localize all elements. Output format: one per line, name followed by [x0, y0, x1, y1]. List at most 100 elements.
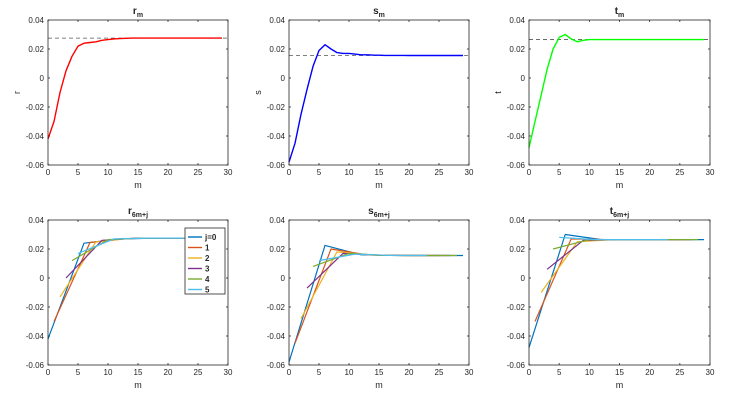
y-axis-label: s [253, 90, 263, 95]
chart-title-subscript: m [618, 12, 624, 19]
x-axis-label: m [375, 180, 383, 190]
x-tick-label: 0 [287, 368, 292, 377]
x-tick-label: 5 [76, 368, 81, 377]
chart-title: s6m+j [368, 206, 390, 219]
x-tick-label: 0 [527, 368, 532, 377]
series-line-5 [559, 236, 668, 241]
y-tick-label: 0 [281, 74, 286, 83]
x-tick-label: 30 [465, 368, 474, 377]
x-tick-label: 5 [76, 168, 81, 177]
chart-title-subscript: 6m+j [613, 212, 629, 219]
x-axis-label: m [134, 380, 142, 390]
y-tick-label: -0.06 [26, 161, 45, 170]
x-tick-label: 30 [224, 168, 233, 177]
chart-title: t6m+j [610, 206, 630, 219]
y-tick-label: -0.06 [267, 161, 286, 170]
x-tick-label: 10 [345, 368, 354, 377]
y-tick-label: 0.04 [28, 216, 44, 225]
y-tick-label: -0.06 [267, 361, 286, 370]
x-tick-label: 5 [317, 368, 322, 377]
y-tick-label: -0.02 [267, 303, 286, 312]
x-axis-label: m [616, 380, 624, 390]
chart-title-main: t [610, 206, 614, 217]
y-tick-label: -0.04 [26, 332, 45, 341]
legend-entry: 1 [205, 244, 210, 253]
chart-t6: 0 5 10 15 20 25 30 -0.06 -0.04 -0.02 0 0.02 0.04 t6m+… [507, 206, 715, 390]
y-tick-label: 0 [281, 274, 286, 283]
x-tick-label: 10 [585, 368, 594, 377]
x-tick-label: 0 [46, 368, 51, 377]
x-tick-label: 10 [104, 168, 113, 177]
x-tick-label: 30 [706, 168, 715, 177]
y-tick-label: -0.06 [507, 161, 526, 170]
y-axis-label: r [12, 91, 22, 94]
chart-r6: 0 5 10 15 20 25 30-0.06-0.04-0.0200.020.04r6m+… [26, 206, 233, 390]
x-tick-label: 0 [46, 168, 51, 177]
y-tick-label: 0.02 [28, 245, 44, 254]
y-axis-label: t [493, 91, 503, 94]
x-tick-label: 20 [405, 168, 414, 177]
legend-entry: 4 [205, 275, 210, 284]
x-tick-label: 25 [194, 368, 203, 377]
chart-title-main: t [615, 6, 619, 17]
legend-entry: 2 [205, 254, 210, 263]
y-tick-label: -0.04 [507, 132, 526, 141]
y-tick-label: 0.04 [28, 16, 44, 25]
x-tick-label: 10 [585, 168, 594, 177]
legend-box [184, 227, 226, 295]
x-tick-label: 25 [435, 168, 444, 177]
y-tick-label: -0.06 [507, 361, 526, 370]
y-tick-label: -0.02 [507, 303, 526, 312]
series-line-sm [288, 44, 463, 163]
plot-area [289, 220, 469, 365]
x-tick-label: 30 [465, 168, 474, 177]
plot-frame [47, 219, 229, 366]
x-tick-label: 20 [645, 168, 654, 177]
x-tick-label: 15 [615, 368, 624, 377]
chart-title-main: r [128, 206, 132, 217]
x-tick-label: 5 [557, 168, 562, 177]
plot-frame [288, 19, 470, 166]
x-tick-label: 15 [134, 168, 143, 177]
y-tick-label: -0.02 [26, 103, 45, 112]
series-line-5 [318, 253, 428, 262]
y-tick-label: 0.04 [269, 16, 285, 25]
y-tick-label: -0.04 [26, 132, 45, 141]
y-tick-label: -0.04 [267, 132, 286, 141]
x-tick-label: 20 [405, 368, 414, 377]
y-tick-label: 0.02 [509, 45, 525, 54]
plot-frame [288, 219, 470, 366]
chart-title-subscript: 6m+j [132, 212, 148, 219]
plot-area [48, 20, 228, 165]
legend-entry: j=0 [204, 233, 217, 242]
series-line-tm [528, 33, 704, 148]
x-tick-label: 20 [164, 368, 173, 377]
plot-frame [47, 19, 229, 166]
x-tick-label: 15 [375, 168, 384, 177]
chart-title-subscript: m [379, 12, 385, 19]
y-tick-label: -0.02 [26, 303, 45, 312]
chart-title-main: r [133, 6, 137, 17]
x-tick-label: 15 [375, 368, 384, 377]
y-tick-label: -0.04 [267, 332, 286, 341]
y-tick-label: 0 [40, 74, 45, 83]
x-axis-label: m [375, 380, 383, 390]
y-tick-label: 0.04 [509, 16, 525, 25]
chart-title: tm [615, 6, 625, 19]
y-tick-label: 0.02 [28, 45, 44, 54]
legend: j=0 12 34 5 [184, 227, 226, 295]
y-tick-label: 0.02 [509, 245, 525, 254]
plot-frame [528, 19, 711, 166]
legend-entry: 5 [205, 286, 210, 295]
x-tick-label: 15 [134, 368, 143, 377]
y-tick-label: 0.04 [269, 216, 285, 225]
plot-area [289, 20, 469, 165]
x-tick-label: 20 [164, 168, 173, 177]
y-tick-label: -0.04 [507, 332, 526, 341]
chart-title-subscript: 6m+j [374, 212, 390, 219]
x-tick-label: 30 [224, 368, 233, 377]
x-axis-label: m [134, 180, 142, 190]
